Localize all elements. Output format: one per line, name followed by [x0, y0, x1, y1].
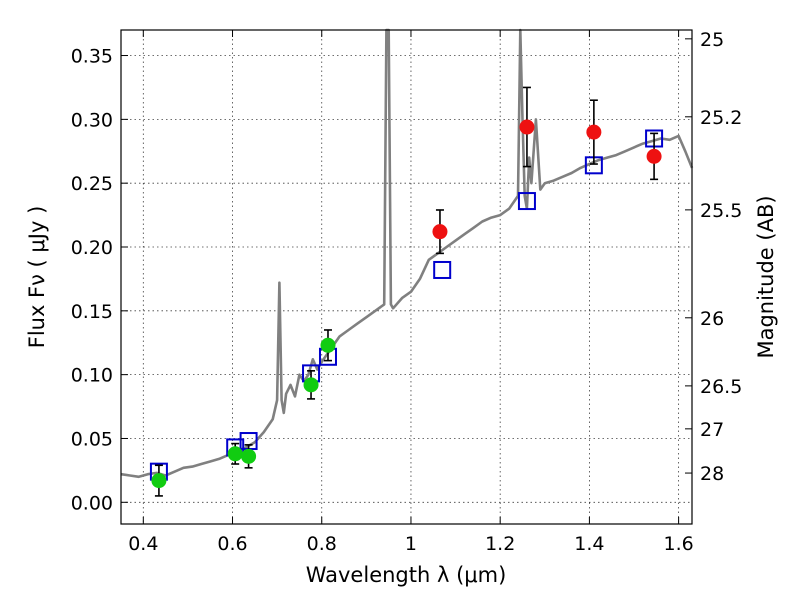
- y-tick-label: 0.05: [71, 428, 113, 450]
- model-flux-square: [433, 260, 452, 279]
- x-tick-label: 1.2: [485, 533, 515, 555]
- x-tick-label: 0.4: [128, 533, 158, 555]
- model-flux-square: [517, 192, 536, 211]
- x-axis-ticks: 0.4 0.6 0.8 1 1.2 1.4 1.6: [128, 30, 694, 555]
- grid-lines: [121, 30, 692, 524]
- x-tick-label: 1.6: [664, 533, 694, 555]
- y-tick-label: 0.20: [71, 237, 113, 259]
- x-tick-label: 1.4: [574, 533, 604, 555]
- observed-flux-point: [519, 119, 535, 135]
- plot-area: [120, 28, 694, 497]
- y-axis-ticks: 0.00 0.05 0.10 0.15 0.20 0.25 0.30 0.35: [71, 46, 128, 514]
- y2-axis-label: Magnitude (AB): [754, 195, 778, 358]
- x-tick-label: 1: [405, 533, 417, 555]
- observed-flux-point: [241, 448, 257, 464]
- y-tick-label: 0.35: [71, 46, 113, 68]
- observed-flux-point: [646, 148, 662, 164]
- y2-tick-label: 25.5: [700, 200, 742, 222]
- y-tick-label: 0.15: [71, 301, 113, 323]
- y-axis-label: Flux Fν ( μJy ): [25, 206, 49, 349]
- observed-flux-point: [151, 473, 167, 489]
- y2-axis-ticks: 25 25.2 25.5 26 26.5 27 28: [685, 29, 742, 485]
- y-tick-label: 0.00: [71, 492, 113, 514]
- observed-flux-point: [303, 377, 319, 393]
- observed-flux-point: [320, 337, 336, 353]
- observed-flux-point: [227, 446, 243, 462]
- y-tick-label: 0.10: [71, 365, 113, 387]
- x-axis-label: Wavelength λ (μm): [306, 563, 507, 587]
- y2-tick-label: 27: [700, 419, 724, 441]
- y2-tick-label: 26: [700, 308, 724, 330]
- y-tick-label: 0.30: [71, 109, 113, 131]
- observed-flux-point: [586, 124, 602, 140]
- y2-tick-label: 28: [700, 463, 724, 485]
- model-spectrum-line: [120, 28, 694, 479]
- x-tick-label: 0.6: [217, 533, 247, 555]
- x-tick-label: 0.8: [307, 533, 337, 555]
- y-tick-label: 0.25: [71, 173, 113, 195]
- axes-frame: [120, 29, 693, 525]
- y2-tick-label: 25: [700, 29, 724, 51]
- observed-flux-point: [432, 224, 448, 240]
- y2-tick-label: 26.5: [700, 376, 742, 398]
- y2-tick-label: 25.2: [700, 107, 742, 129]
